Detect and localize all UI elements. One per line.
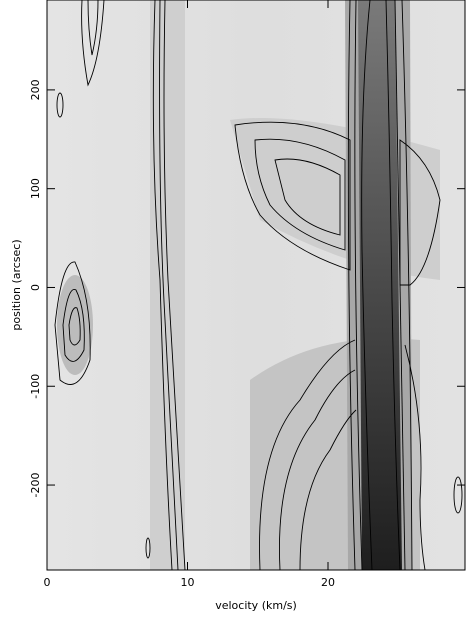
y-tick-label: 0 <box>29 284 42 291</box>
x-tick-label: 20 <box>321 576 335 589</box>
y-tick-label: -200 <box>29 473 42 498</box>
y-tick-label: 100 <box>29 178 42 199</box>
y-tick-label: -100 <box>29 374 42 399</box>
y-axis-label: position (arcsec) <box>10 239 23 330</box>
x-axis-label: velocity (km/s) <box>215 599 297 612</box>
chart: velocity (km/s) position (arcsec) 0 10 20 -… <box>0 0 467 616</box>
x-tick-label: 0 <box>44 576 51 589</box>
image <box>47 0 465 570</box>
x-tick-label: 10 <box>181 576 195 589</box>
y-tick-label: 200 <box>29 79 42 100</box>
